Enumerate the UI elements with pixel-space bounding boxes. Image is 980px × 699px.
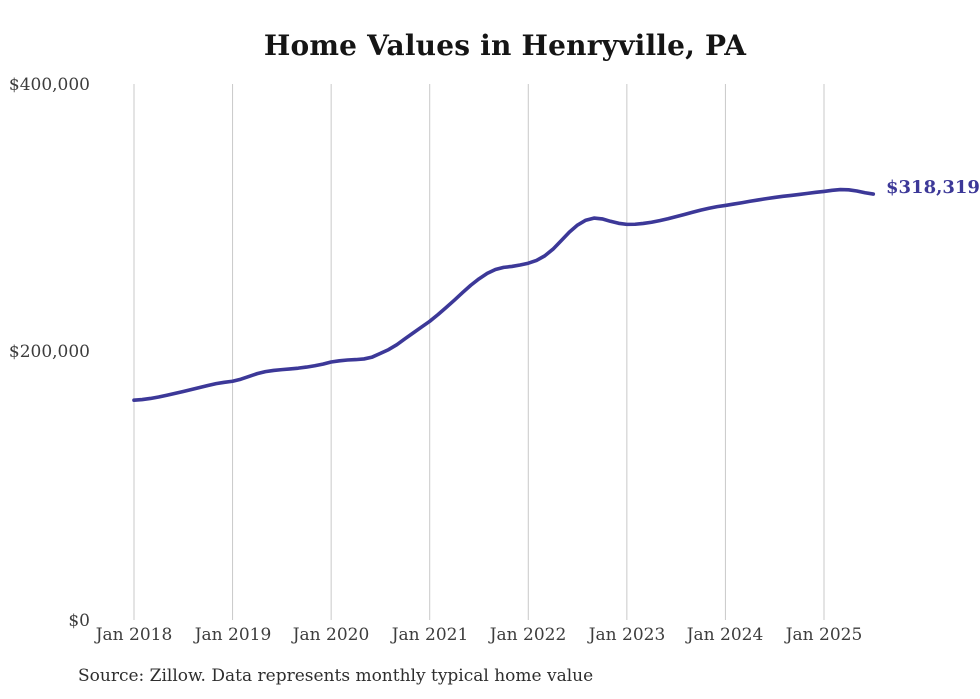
y-axis-tick-0: $0 bbox=[68, 611, 90, 631]
x-axis-tick-jan-2025: Jan 2025 bbox=[785, 625, 863, 645]
x-axis-tick-jan-2018: Jan 2018 bbox=[95, 625, 173, 645]
x-axis-tick-jan-2019: Jan 2019 bbox=[194, 625, 272, 645]
y-axis-tick-400000: $400,000 bbox=[8, 75, 90, 95]
vertical-gridlines bbox=[133, 84, 825, 620]
x-axis-tick-jan-2023: Jan 2023 bbox=[588, 625, 666, 645]
current-value-label: $318,319 bbox=[886, 177, 980, 198]
home-value-line bbox=[132, 187, 876, 402]
x-axis-tick-jan-2021: Jan 2021 bbox=[391, 625, 469, 645]
x-axis-tick-jan-2020: Jan 2020 bbox=[292, 625, 370, 645]
source-note: Source: Zillow. Data represents monthly … bbox=[78, 666, 594, 686]
x-axis-tick-jan-2024: Jan 2024 bbox=[686, 625, 764, 645]
x-axis-tick-jan-2022: Jan 2022 bbox=[489, 625, 567, 645]
chart-title: Home Values in Henryville, PA bbox=[263, 29, 747, 62]
y-axis-tick-200000: $200,000 bbox=[8, 342, 90, 362]
